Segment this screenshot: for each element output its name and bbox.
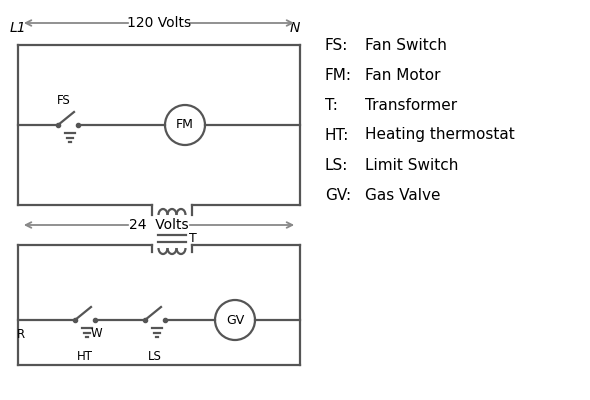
Text: LS:: LS: bbox=[325, 158, 348, 172]
Text: Fan Switch: Fan Switch bbox=[365, 38, 447, 52]
Text: GV:: GV: bbox=[325, 188, 351, 202]
Text: Limit Switch: Limit Switch bbox=[365, 158, 458, 172]
Text: Gas Valve: Gas Valve bbox=[365, 188, 441, 202]
Text: R: R bbox=[17, 328, 25, 341]
Text: FS:: FS: bbox=[325, 38, 348, 52]
Text: T: T bbox=[189, 232, 196, 244]
Text: HT: HT bbox=[77, 350, 93, 363]
Text: Heating thermostat: Heating thermostat bbox=[365, 128, 514, 142]
Text: Transformer: Transformer bbox=[365, 98, 457, 112]
Text: 120 Volts: 120 Volts bbox=[127, 16, 191, 30]
Text: LS: LS bbox=[148, 350, 162, 363]
Text: Fan Motor: Fan Motor bbox=[365, 68, 441, 82]
Text: L1: L1 bbox=[10, 21, 27, 35]
Text: FM: FM bbox=[176, 118, 194, 132]
Text: T:: T: bbox=[325, 98, 338, 112]
Text: FS: FS bbox=[57, 94, 71, 107]
Text: FM:: FM: bbox=[325, 68, 352, 82]
Text: GV: GV bbox=[226, 314, 244, 326]
Text: 24  Volts: 24 Volts bbox=[129, 218, 189, 232]
Text: W: W bbox=[90, 327, 102, 340]
Text: HT:: HT: bbox=[325, 128, 349, 142]
Text: N: N bbox=[290, 21, 300, 35]
